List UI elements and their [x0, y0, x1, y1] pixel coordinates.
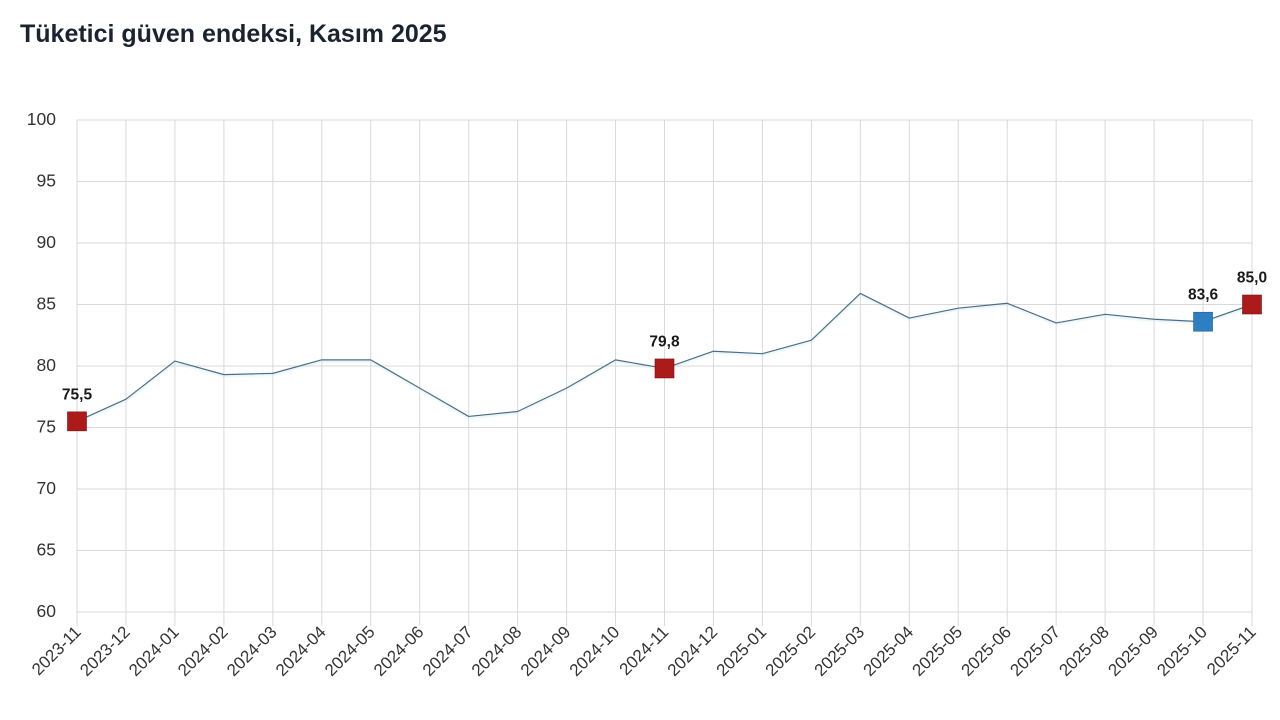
- svg-text:2025-10: 2025-10: [1153, 622, 1211, 680]
- svg-text:85,0: 85,0: [1237, 270, 1267, 287]
- svg-text:2024-05: 2024-05: [321, 622, 379, 680]
- svg-text:2023-12: 2023-12: [76, 622, 134, 680]
- svg-text:2025-08: 2025-08: [1055, 622, 1113, 680]
- svg-text:85: 85: [37, 294, 56, 314]
- svg-text:2024-07: 2024-07: [419, 622, 477, 680]
- svg-text:2024-04: 2024-04: [272, 622, 330, 680]
- svg-text:2023-11: 2023-11: [28, 622, 85, 679]
- svg-text:2024-01: 2024-01: [125, 622, 183, 680]
- svg-text:2025-06: 2025-06: [957, 622, 1015, 680]
- svg-text:100: 100: [27, 109, 56, 129]
- svg-text:2024-11: 2024-11: [616, 622, 673, 679]
- svg-text:2025-09: 2025-09: [1104, 622, 1162, 680]
- svg-text:79,8: 79,8: [649, 333, 680, 350]
- svg-text:80: 80: [37, 355, 57, 375]
- svg-text:2025-11: 2025-11: [1203, 622, 1260, 679]
- svg-text:75: 75: [37, 417, 56, 437]
- svg-text:75,5: 75,5: [62, 386, 93, 403]
- svg-text:2025-05: 2025-05: [909, 622, 967, 680]
- svg-text:2024-03: 2024-03: [223, 622, 281, 680]
- svg-text:2024-08: 2024-08: [468, 622, 526, 680]
- svg-text:2024-10: 2024-10: [566, 622, 624, 680]
- svg-text:60: 60: [37, 601, 57, 621]
- svg-text:2024-02: 2024-02: [174, 622, 232, 680]
- svg-text:2024-09: 2024-09: [517, 622, 575, 680]
- svg-text:2024-12: 2024-12: [664, 622, 722, 680]
- svg-text:90: 90: [37, 232, 57, 252]
- svg-text:2025-07: 2025-07: [1006, 622, 1064, 680]
- svg-text:65: 65: [37, 540, 56, 560]
- svg-text:70: 70: [37, 478, 57, 498]
- svg-text:2024-06: 2024-06: [370, 622, 428, 680]
- svg-text:2025-03: 2025-03: [811, 622, 869, 680]
- svg-text:2025-04: 2025-04: [860, 622, 918, 680]
- svg-text:95: 95: [37, 171, 56, 191]
- svg-text:83,6: 83,6: [1188, 287, 1219, 304]
- svg-text:2025-01: 2025-01: [713, 622, 771, 680]
- svg-text:2025-02: 2025-02: [762, 622, 820, 680]
